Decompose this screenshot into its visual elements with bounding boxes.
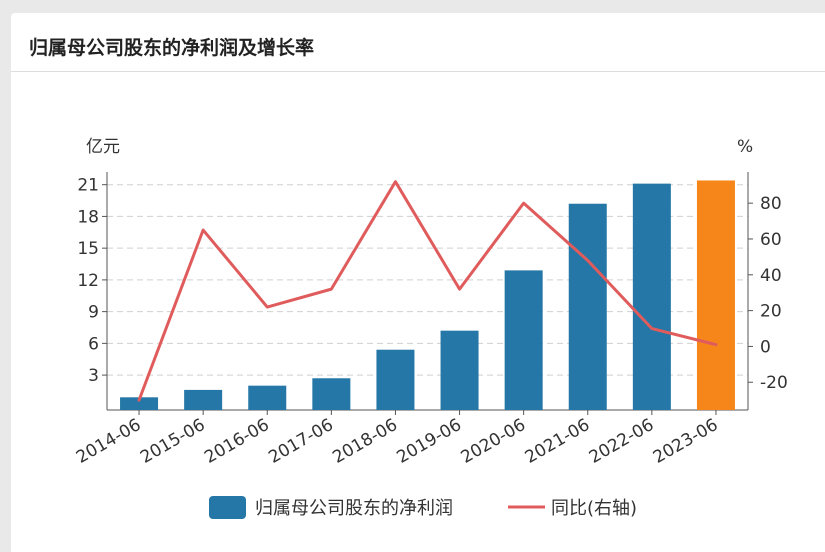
bar — [504, 270, 543, 410]
x-tick-label: 2021-06 — [522, 415, 594, 468]
chart-card: 归属母公司股东的净利润及增长率 — [11, 13, 825, 552]
bar-highlight — [696, 180, 735, 410]
y-left-tick-label: 15 — [77, 239, 99, 259]
y-right-tick-label: 40 — [760, 266, 782, 286]
x-tick-label: 2018-06 — [329, 415, 401, 468]
bar — [376, 349, 415, 410]
bar — [312, 378, 351, 410]
x-tick-label: 2023-06 — [650, 415, 722, 468]
x-tick-label: 2016-06 — [201, 415, 273, 468]
bar — [184, 389, 223, 410]
x-tick-label: 2019-06 — [394, 415, 466, 468]
growth-line — [137, 180, 718, 402]
card-header: 归属母公司股东的净利润及增长率 — [11, 13, 825, 72]
legend-swatch-bar — [209, 496, 246, 519]
x-tick-label: 2022-06 — [586, 415, 658, 468]
y-left-tick-label: 9 — [88, 303, 99, 323]
y-right-tick-label: -20 — [760, 373, 788, 393]
y-left-tick-label: 3 — [88, 366, 99, 386]
y-right-tick-label: 60 — [760, 230, 782, 250]
bar — [248, 385, 287, 410]
y-left-tick-label: 18 — [77, 207, 99, 227]
bar — [120, 397, 159, 410]
legend-label-line: 同比(右轴) — [551, 498, 637, 519]
legend-label-bar: 归属母公司股东的净利润 — [255, 498, 453, 519]
y-left-unit: 亿元 — [86, 137, 120, 157]
y-left-tick-label: 12 — [77, 271, 99, 291]
y-left-tick-label: 6 — [88, 334, 99, 354]
bar — [440, 330, 479, 410]
y-right-tick-label: 80 — [760, 194, 782, 214]
x-tick-label: 2014-06 — [73, 415, 145, 468]
x-tick-label: 2015-06 — [137, 415, 209, 468]
y-right-unit: % — [737, 137, 753, 157]
bar — [568, 203, 607, 410]
x-tick-label: 2017-06 — [265, 415, 337, 468]
x-tick-label: 2020-06 — [458, 415, 530, 468]
y-right-tick-label: 0 — [760, 337, 771, 357]
y-right-tick-label: 20 — [760, 302, 782, 322]
chart-title: 归属母公司股东的净利润及增长率 — [29, 37, 315, 59]
bar — [632, 183, 671, 410]
y-left-tick-label: 21 — [77, 176, 99, 196]
